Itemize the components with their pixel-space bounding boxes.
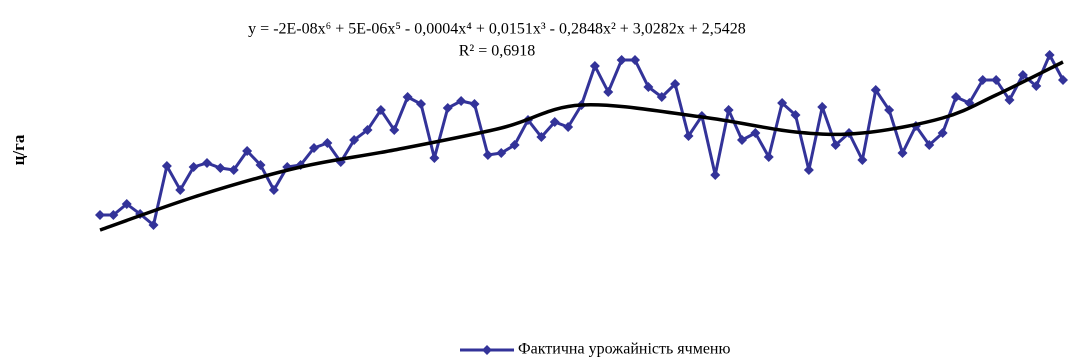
data-point [429, 153, 440, 163]
legend-marker [482, 345, 492, 355]
data-line [100, 51, 1065, 228]
data-point [202, 158, 212, 168]
data-point [977, 75, 988, 85]
data-point [616, 55, 627, 65]
data-point [643, 82, 654, 92]
trendline-equation: y = -2E-08x⁶ + 5E-06x⁵ - 0,0004x⁴ + 0,01… [248, 21, 746, 38]
data-point [482, 150, 493, 160]
data-point [563, 122, 574, 132]
data-point [148, 220, 159, 230]
data-point [603, 87, 614, 97]
data-point [402, 92, 413, 102]
data-point [322, 138, 333, 148]
data-point [215, 163, 226, 173]
legend-label: Фактична урожайність ячменю [518, 341, 730, 358]
data-point [108, 210, 119, 220]
data-point [763, 152, 774, 162]
data-point [1044, 50, 1055, 60]
data-point [897, 148, 908, 158]
data-point [817, 102, 828, 112]
data-point [630, 55, 640, 65]
data-point [456, 96, 467, 106]
data-point [536, 132, 547, 142]
data-point [121, 199, 132, 209]
data-point [830, 140, 841, 150]
data-point [656, 92, 667, 102]
data-point [242, 146, 253, 156]
data-point [670, 79, 681, 89]
data-point [95, 210, 105, 220]
data-point [509, 140, 520, 150]
data-point [737, 135, 747, 145]
data-point [442, 103, 453, 113]
data-point [937, 128, 948, 138]
data-point [951, 92, 961, 102]
data-point [884, 105, 895, 115]
data-point [1017, 70, 1028, 80]
data-point [349, 135, 360, 145]
data-point [790, 110, 801, 120]
data-point [268, 185, 279, 195]
data-point [870, 85, 881, 95]
data-point [1004, 95, 1015, 105]
data-point [375, 105, 386, 115]
data-point [228, 165, 239, 175]
data-point [683, 131, 694, 141]
data-point [777, 98, 788, 108]
data-point [1031, 81, 1042, 91]
data-point [188, 162, 199, 172]
data-point [161, 161, 172, 171]
data-point [389, 125, 400, 135]
data-point [549, 117, 560, 127]
data-point [416, 99, 426, 109]
data-point [723, 105, 734, 115]
trendline-r2: R² = 0,6918 [459, 43, 536, 60]
trendline [99, 60, 1064, 232]
data-point [991, 75, 1002, 85]
data-point [857, 155, 868, 165]
data-point [803, 165, 814, 175]
data-point [255, 160, 266, 170]
data-point [496, 148, 507, 158]
data-point [175, 185, 186, 195]
data-point [750, 128, 761, 138]
data-point [1058, 75, 1068, 85]
data-point [710, 170, 721, 180]
data-point [309, 143, 319, 153]
data-point [469, 99, 480, 109]
data-point [362, 125, 373, 135]
data-point [924, 140, 935, 150]
data-point [589, 61, 600, 71]
y-axis-label: ц/га [9, 134, 28, 165]
